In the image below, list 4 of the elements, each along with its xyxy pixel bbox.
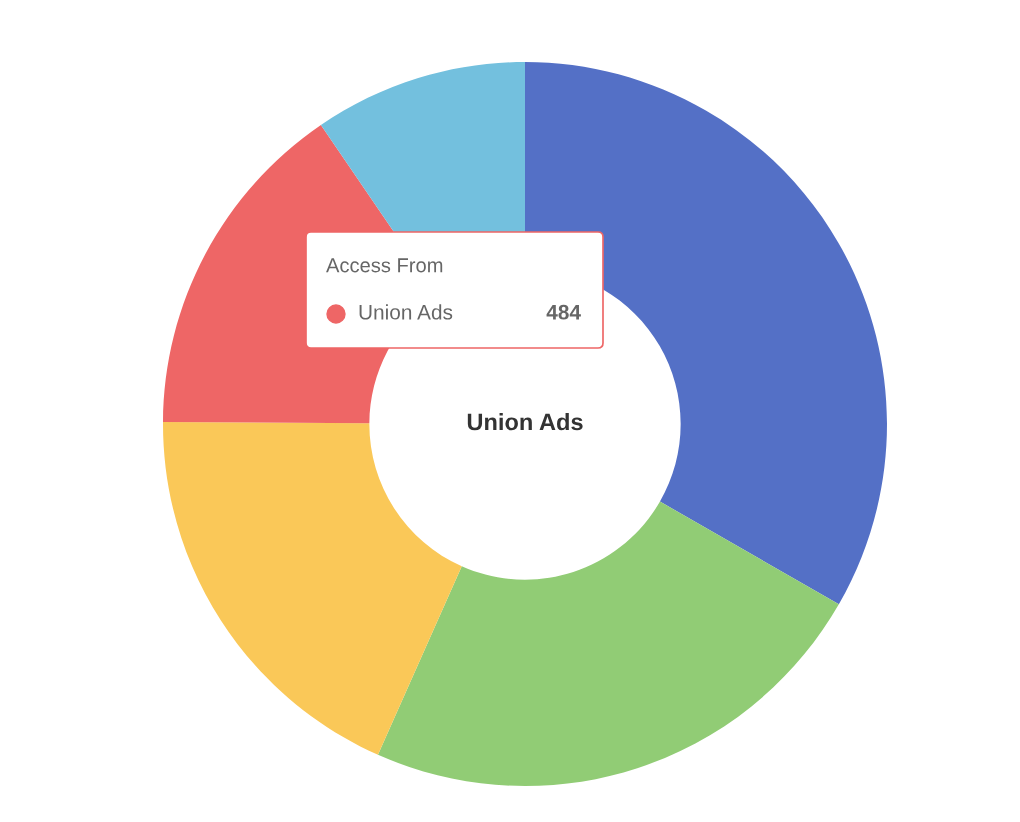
data-label: 484 xyxy=(546,304,581,320)
legend-label: Union Ads xyxy=(359,304,453,320)
text: Access From xyxy=(326,258,443,273)
category-label: Union Ads xyxy=(467,412,583,431)
